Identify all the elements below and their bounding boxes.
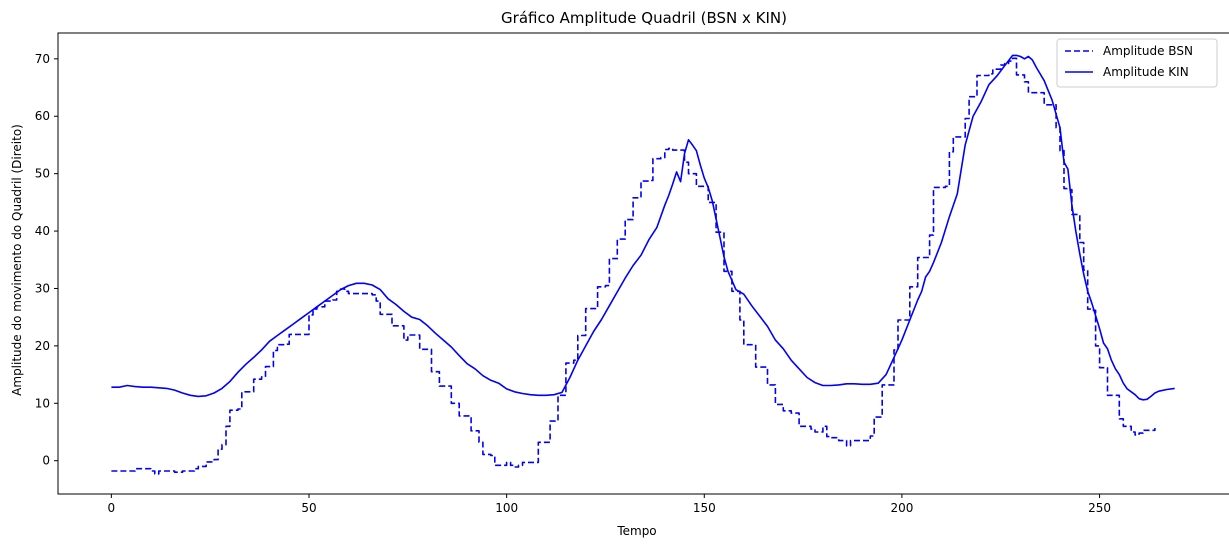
y-axis-ticks: 0 10 20 30 40 50 60 70 xyxy=(35,52,58,468)
x-tick-label: 200 xyxy=(890,501,913,515)
legend-label-bsn: Amplitude BSN xyxy=(1103,44,1193,58)
y-tick-label: 70 xyxy=(35,52,50,66)
x-axis-ticks: 0 50 100 150 200 250 xyxy=(108,494,1111,515)
chart-title: Gráfico Amplitude Quadril (BSN x KIN) xyxy=(501,9,787,27)
x-tick-label: 250 xyxy=(1088,501,1111,515)
x-axis-label: Tempo xyxy=(616,524,656,538)
y-tick-label: 20 xyxy=(35,339,50,353)
y-tick-label: 50 xyxy=(35,167,50,181)
legend-box xyxy=(1056,38,1218,88)
legend: Amplitude BSN Amplitude KIN xyxy=(1056,38,1218,88)
x-tick-label: 100 xyxy=(495,501,518,515)
y-tick-label: 40 xyxy=(35,224,50,238)
x-tick-label: 150 xyxy=(693,501,716,515)
plot-frame xyxy=(57,32,1229,495)
y-tick-label: 10 xyxy=(35,396,50,410)
y-tick-label: 0 xyxy=(42,454,50,468)
x-tick-label: 0 xyxy=(108,501,116,515)
series-layer xyxy=(111,54,1175,475)
x-tick-label: 50 xyxy=(301,501,316,515)
y-tick-label: 30 xyxy=(35,281,50,295)
series-line-kin xyxy=(111,54,1175,401)
y-axis-label: Amplitude do movimento do Quadril (Direi… xyxy=(10,124,24,396)
legend-label-kin: Amplitude KIN xyxy=(1103,65,1189,79)
y-tick-label: 60 xyxy=(35,109,50,123)
